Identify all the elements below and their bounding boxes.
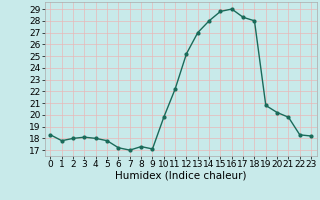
X-axis label: Humidex (Indice chaleur): Humidex (Indice chaleur) <box>115 171 246 181</box>
